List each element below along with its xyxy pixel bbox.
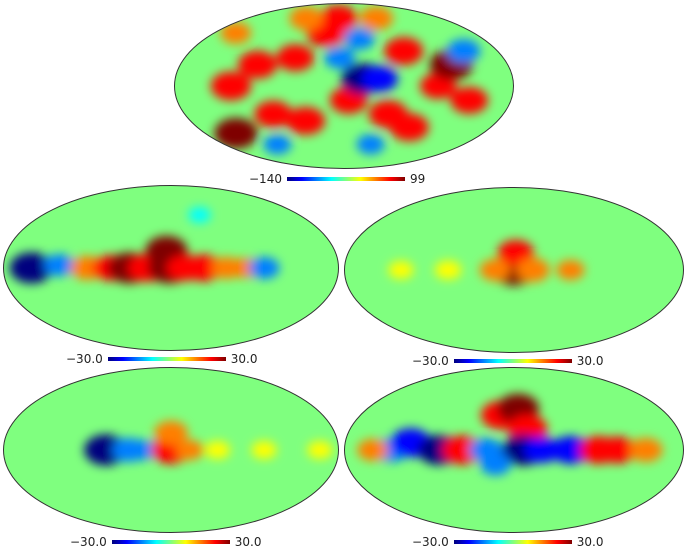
anomaly-blob — [384, 37, 424, 66]
anomaly-blob — [441, 435, 483, 465]
colorbar-top-gradient — [286, 177, 405, 181]
anomaly-blob — [220, 21, 252, 44]
map-middle-left — [2, 184, 340, 352]
anomaly-blob — [516, 258, 550, 282]
anomaly-blob — [44, 254, 75, 277]
colorbar-top-min: −140 — [249, 172, 282, 186]
anomaly-blob — [450, 86, 489, 114]
anomaly-blob — [129, 440, 158, 460]
anomaly-blob — [388, 261, 414, 279]
colorbar-bottom-left-gradient — [111, 540, 230, 544]
map-middle-right — [343, 186, 685, 354]
anomaly-blob — [524, 437, 561, 463]
anomaly-blob — [479, 259, 511, 281]
colorbar-bottom-right: −30.0 30.0 — [412, 535, 604, 549]
anomaly-blob — [210, 71, 252, 101]
anomaly-blob — [263, 134, 292, 155]
anomaly-blob — [251, 441, 277, 459]
anomaly-blob — [237, 50, 278, 79]
anomaly-blob — [598, 436, 637, 464]
colorbar-bottom-right-gradient — [453, 540, 572, 544]
colorbar-middle-left-max: 30.0 — [230, 352, 258, 366]
colorbar-bottom-right-max: 30.0 — [576, 535, 604, 549]
colorbar-bottom-left-max: 30.0 — [234, 535, 262, 549]
anomaly-blob — [214, 117, 258, 149]
mollweide-map-top — [174, 3, 514, 169]
anomaly-blob — [254, 100, 293, 128]
anomaly-blob — [480, 453, 511, 476]
anomaly-blob — [154, 420, 188, 445]
anomaly-blob — [344, 27, 375, 50]
colorbar-middle-right-gradient — [453, 359, 572, 363]
colorbar-middle-right-max: 30.0 — [576, 354, 604, 368]
map-outline — [344, 187, 684, 353]
colorbar-bottom-left: −30.0 30.0 — [70, 535, 262, 549]
map-top — [173, 2, 515, 170]
colorbar-bottom-left-min: −30.0 — [70, 535, 107, 549]
anomaly-blob — [556, 260, 585, 280]
mollweide-map-middle-right — [344, 187, 684, 353]
colorbar-middle-right: −30.0 30.0 — [412, 354, 604, 368]
anomaly-blob — [361, 65, 398, 92]
map-outline — [174, 3, 514, 169]
anomaly-blob — [434, 260, 462, 280]
anomaly-blob — [319, 4, 358, 32]
mollweide-map-middle-left — [3, 185, 339, 351]
anomaly-blob — [285, 106, 326, 135]
anomaly-blob — [356, 134, 385, 155]
anomaly-blob — [629, 438, 663, 462]
colorbar-top: −140 99 — [249, 172, 425, 186]
colorbar-top-max: 99 — [409, 172, 426, 186]
mollweide-map-bottom-left — [3, 367, 339, 533]
colorbar-bottom-right-min: −30.0 — [412, 535, 449, 549]
anomaly-blob — [276, 44, 315, 72]
anomaly-blob — [175, 440, 204, 460]
anomaly-blob — [9, 252, 54, 284]
anomaly-blob — [204, 441, 231, 459]
mollweide-map-bottom-right — [344, 367, 684, 533]
anomaly-blob — [497, 239, 535, 266]
map-outline — [3, 367, 339, 533]
anomaly-blob — [359, 6, 394, 31]
colorbar-middle-left-min: −30.0 — [66, 352, 103, 366]
anomaly-blob — [184, 254, 223, 282]
anomaly-blob — [248, 257, 280, 279]
anomaly-blob — [357, 439, 389, 461]
colorbar-middle-left-gradient — [107, 357, 226, 361]
anomaly-blob — [324, 46, 355, 69]
map-bottom-left — [2, 366, 340, 534]
anomaly-blob — [550, 436, 591, 464]
anomaly-blob — [289, 6, 323, 31]
map-outline — [344, 367, 684, 533]
anomaly-blob — [307, 441, 333, 459]
anomaly-blob — [188, 206, 211, 223]
anomaly-blob — [446, 39, 481, 64]
colorbar-middle-right-min: −30.0 — [412, 354, 449, 368]
anomaly-blob — [389, 113, 429, 142]
map-bottom-right — [343, 366, 685, 534]
colorbar-middle-left: −30.0 30.0 — [66, 352, 258, 366]
map-outline — [3, 185, 339, 351]
